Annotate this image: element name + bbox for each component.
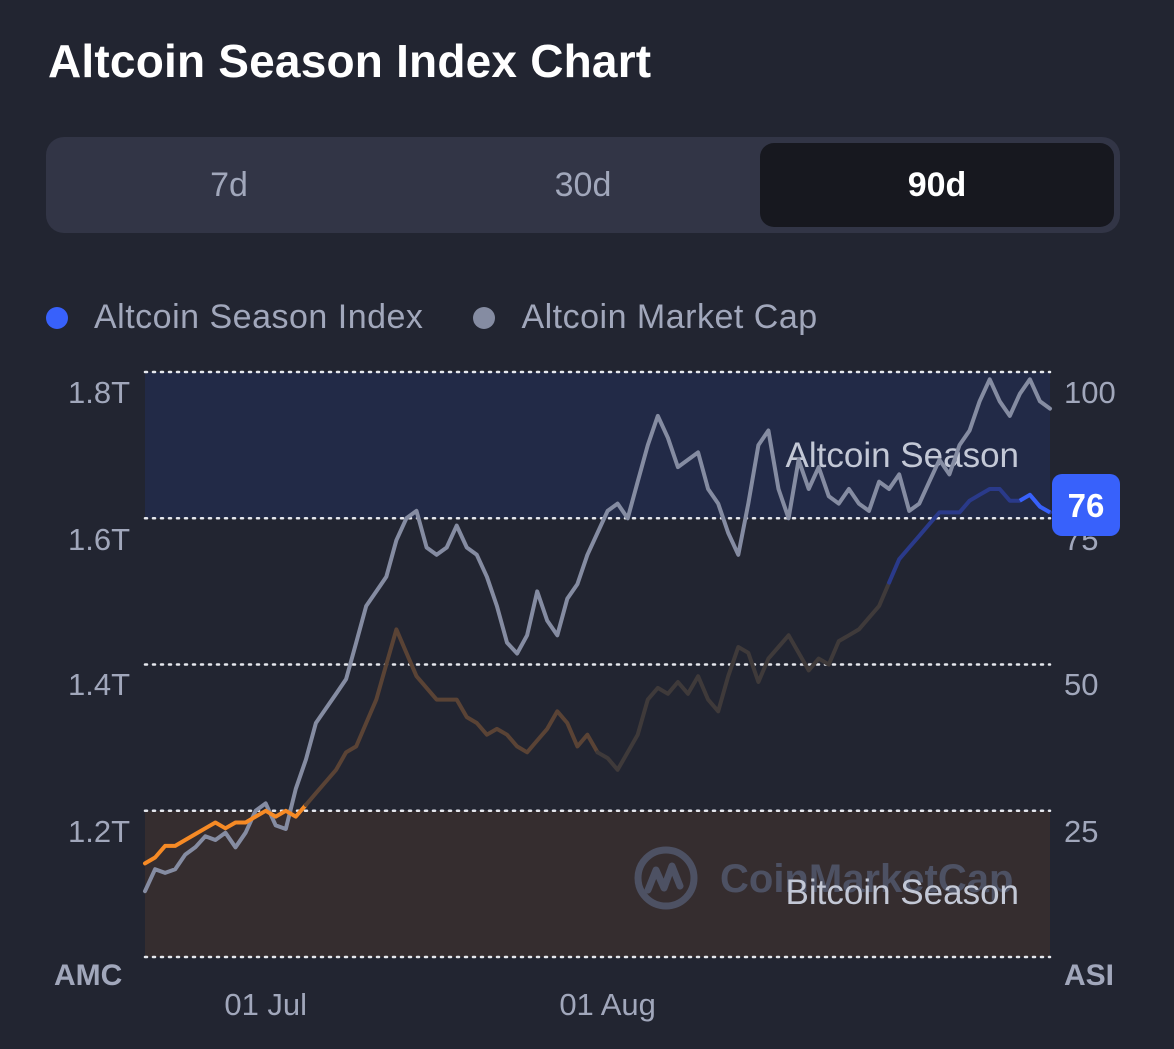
current-value-badge: 76 xyxy=(1052,474,1120,536)
right-tick-100: 100 xyxy=(1064,375,1116,410)
altcoin-season-zone xyxy=(145,372,1050,519)
timeframe-tabs: 7d 30d 90d xyxy=(46,137,1120,233)
right-tick-50: 50 xyxy=(1064,667,1098,702)
left-tick-1.6t: 1.6T xyxy=(68,522,130,557)
altcoin-season-index-line-current xyxy=(1018,492,1051,515)
bitcoin-season-label: Bitcoin Season xyxy=(786,873,1019,912)
right-tick-25: 25 xyxy=(1064,814,1098,849)
legend-dot-icon xyxy=(473,306,496,329)
tab-7d[interactable]: 7d xyxy=(210,165,248,204)
x-label-01-aug: 01 Aug xyxy=(559,987,656,1022)
current-value: 76 xyxy=(1068,487,1105,524)
altcoin-market-cap-line xyxy=(143,377,1052,894)
legend-altcoin-season-index[interactable]: Altcoin Season Index xyxy=(46,298,423,337)
tab-30d[interactable]: 30d xyxy=(554,165,612,204)
left-tick-1.8t: 1.8T xyxy=(68,375,130,410)
coinmarketcap-logo-icon xyxy=(634,846,698,910)
altcoin-season-index-line-segment-2 xyxy=(595,580,892,772)
altcoin-season-label: Altcoin Season xyxy=(786,436,1019,475)
page-title: Altcoin Season Index Chart xyxy=(48,35,652,87)
chart-legend: Altcoin Season Index Altcoin Market Cap xyxy=(46,298,868,337)
legend-label: Altcoin Season Index xyxy=(94,298,424,336)
legend-label: Altcoin Market Cap xyxy=(521,298,818,336)
left-axis-label: AMC xyxy=(54,959,122,992)
left-tick-1.2t: 1.2T xyxy=(68,814,130,849)
altcoin-season-index-line-segment-1 xyxy=(303,627,600,807)
x-label-01-jul: 01 Jul xyxy=(224,987,307,1022)
altcoin-season-index-series xyxy=(143,487,1052,866)
altcoin-season-index-line-segment-0 xyxy=(143,802,308,866)
legend-altcoin-market-cap[interactable]: Altcoin Market Cap xyxy=(473,298,817,337)
current-value-badge-bg xyxy=(1052,474,1120,536)
gridlines xyxy=(143,370,1052,959)
altcoin-market-cap-series xyxy=(143,377,1052,894)
left-tick-1.4t: 1.4T xyxy=(68,667,130,702)
watermark-text: CoinMarketCap xyxy=(720,857,1013,901)
legend-dot-icon xyxy=(46,306,68,329)
right-axis-label: ASI xyxy=(1064,959,1114,992)
tab-90d[interactable]: 90d xyxy=(760,143,1114,227)
bitcoin-season-zone xyxy=(145,810,1050,957)
coinmarketcap-watermark: CoinMarketCap xyxy=(634,846,1013,910)
